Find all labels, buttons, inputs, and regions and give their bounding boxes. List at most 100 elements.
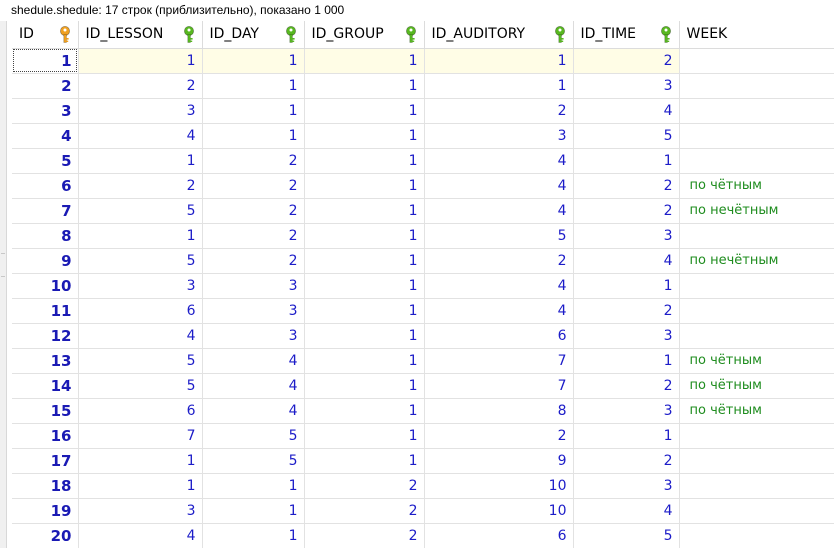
cell-id-time[interactable]: 3 <box>573 73 680 99</box>
column-header-id-lesson[interactable]: ID_LESSON <box>78 21 203 49</box>
cell-week[interactable] <box>679 48 834 74</box>
cell-id-auditory[interactable]: 10 <box>424 498 574 524</box>
cell-id-group[interactable]: 1 <box>304 173 425 199</box>
cell-id[interactable]: 5 <box>12 148 79 174</box>
cell-id-group[interactable]: 1 <box>304 223 425 249</box>
cell-id-lesson[interactable]: 2 <box>78 73 203 99</box>
cell-id-lesson[interactable]: 1 <box>78 473 203 499</box>
cell-id-auditory[interactable]: 1 <box>424 73 574 99</box>
cell-week[interactable] <box>679 298 834 324</box>
cell-id-day[interactable]: 2 <box>202 173 305 199</box>
cell-id-lesson[interactable]: 2 <box>78 173 203 199</box>
table-row[interactable]: 20 4 1 2 6 5 <box>12 523 834 548</box>
cell-id-day[interactable]: 1 <box>202 123 305 149</box>
cell-id-time[interactable]: 3 <box>573 473 680 499</box>
cell-id-lesson[interactable]: 7 <box>78 423 203 449</box>
cell-id-time[interactable]: 1 <box>573 273 680 299</box>
cell-id-group[interactable]: 1 <box>304 398 425 424</box>
cell-week[interactable] <box>679 498 834 524</box>
cell-id-group[interactable]: 1 <box>304 248 425 274</box>
cell-id-day[interactable]: 1 <box>202 73 305 99</box>
cell-week[interactable] <box>679 423 834 449</box>
cell-id[interactable]: 11 <box>12 298 79 324</box>
cell-id[interactable]: 16 <box>12 423 79 449</box>
cell-id-auditory[interactable]: 6 <box>424 523 574 548</box>
cell-id-day[interactable]: 2 <box>202 248 305 274</box>
cell-id-group[interactable]: 2 <box>304 473 425 499</box>
cell-week[interactable] <box>679 273 834 299</box>
cell-id-time[interactable]: 5 <box>573 123 680 149</box>
cell-id-lesson[interactable]: 4 <box>78 123 203 149</box>
data-grid[interactable]: ID ID_LESSON ID_DAY ID_GROUP ID_AUDITORY ID_T… <box>12 21 834 548</box>
cell-id[interactable]: 8 <box>12 223 79 249</box>
cell-id-day[interactable]: 3 <box>202 298 305 324</box>
cell-id-group[interactable]: 1 <box>304 148 425 174</box>
cell-id-lesson[interactable]: 5 <box>78 198 203 224</box>
cell-id-day[interactable]: 5 <box>202 423 305 449</box>
cell-id-time[interactable]: 2 <box>573 173 680 199</box>
cell-id-auditory[interactable]: 10 <box>424 473 574 499</box>
cell-id-time[interactable]: 4 <box>573 498 680 524</box>
cell-id-group[interactable]: 1 <box>304 73 425 99</box>
column-header-id-auditory[interactable]: ID_AUDITORY <box>424 21 574 49</box>
cell-week[interactable] <box>679 123 834 149</box>
column-header-id-time[interactable]: ID_TIME <box>573 21 680 49</box>
cell-week[interactable] <box>679 473 834 499</box>
cell-id-day[interactable]: 4 <box>202 373 305 399</box>
column-header-id[interactable]: ID <box>12 21 79 49</box>
cell-id-time[interactable]: 1 <box>573 348 680 374</box>
cell-id[interactable]: 10 <box>12 273 79 299</box>
cell-id-auditory[interactable]: 2 <box>424 248 574 274</box>
cell-id-auditory[interactable]: 6 <box>424 323 574 349</box>
cell-id-lesson[interactable]: 4 <box>78 523 203 548</box>
cell-id-time[interactable]: 2 <box>573 298 680 324</box>
cell-id[interactable]: 6 <box>12 173 79 199</box>
cell-id-day[interactable]: 4 <box>202 398 305 424</box>
cell-id-day[interactable]: 5 <box>202 448 305 474</box>
cell-id-lesson[interactable]: 6 <box>78 298 203 324</box>
cell-id[interactable]: 18 <box>12 473 79 499</box>
cell-id-lesson[interactable]: 1 <box>78 48 203 74</box>
cell-id-day[interactable]: 1 <box>202 473 305 499</box>
cell-id[interactable]: 20 <box>12 523 79 548</box>
table-row[interactable]: 19 3 1 2 10 4 <box>12 498 834 524</box>
cell-id-auditory[interactable]: 1 <box>424 48 574 74</box>
table-row[interactable]: 18 1 1 2 10 3 <box>12 473 834 499</box>
cell-id-lesson[interactable]: 4 <box>78 323 203 349</box>
cell-id-lesson[interactable]: 1 <box>78 448 203 474</box>
cell-id-time[interactable]: 2 <box>573 448 680 474</box>
cell-id-day[interactable]: 1 <box>202 48 305 74</box>
table-row[interactable]: 12 4 3 1 6 3 <box>12 323 834 349</box>
table-row[interactable]: 14 5 4 1 7 2 по чётным <box>12 373 834 399</box>
cell-week[interactable]: по нечётным <box>679 248 834 274</box>
cell-week[interactable] <box>679 523 834 548</box>
cell-id-group[interactable]: 1 <box>304 373 425 399</box>
cell-week[interactable]: по чётным <box>679 348 834 374</box>
cell-id-lesson[interactable]: 1 <box>78 223 203 249</box>
cell-id-day[interactable]: 2 <box>202 148 305 174</box>
cell-id-time[interactable]: 3 <box>573 398 680 424</box>
table-row[interactable]: 16 7 5 1 2 1 <box>12 423 834 449</box>
cell-id-lesson[interactable]: 5 <box>78 248 203 274</box>
cell-id-auditory[interactable]: 8 <box>424 398 574 424</box>
cell-id-group[interactable]: 2 <box>304 498 425 524</box>
cell-id-auditory[interactable]: 9 <box>424 448 574 474</box>
table-row[interactable]: 11 6 3 1 4 2 <box>12 298 834 324</box>
cell-id-auditory[interactable]: 4 <box>424 148 574 174</box>
cell-id[interactable]: 7 <box>12 198 79 224</box>
cell-week[interactable] <box>679 323 834 349</box>
cell-id-auditory[interactable]: 7 <box>424 348 574 374</box>
cell-id-time[interactable]: 2 <box>573 48 680 74</box>
cell-id-lesson[interactable]: 1 <box>78 148 203 174</box>
cell-id-time[interactable]: 1 <box>573 423 680 449</box>
cell-id-group[interactable]: 1 <box>304 448 425 474</box>
cell-id-group[interactable]: 1 <box>304 273 425 299</box>
cell-week[interactable] <box>679 98 834 124</box>
cell-id-lesson[interactable]: 3 <box>78 498 203 524</box>
cell-id-auditory[interactable]: 4 <box>424 173 574 199</box>
cell-week[interactable] <box>679 223 834 249</box>
cell-id-time[interactable]: 3 <box>573 323 680 349</box>
